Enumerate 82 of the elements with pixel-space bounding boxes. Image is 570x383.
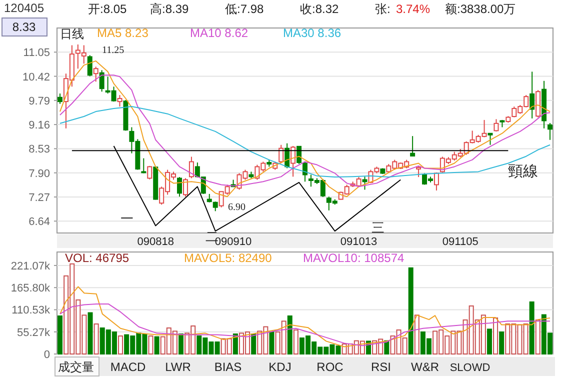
line-series <box>59 60 551 198</box>
y-tick-label: 7.90 <box>28 168 50 180</box>
bar <box>232 333 238 354</box>
annotation: 頸線 <box>508 163 538 180</box>
line-series <box>60 286 550 348</box>
candlestick <box>87 54 92 77</box>
x-tick-label: 091105 <box>442 236 478 248</box>
y-tick-label: 110.53k <box>12 304 50 317</box>
y-tick-label: 11.05 <box>23 47 50 60</box>
bar <box>58 315 63 354</box>
bar <box>269 331 274 354</box>
annotation: 日线 <box>60 27 84 41</box>
bar <box>178 333 184 354</box>
bar <box>486 328 492 354</box>
candlestick <box>416 165 422 178</box>
candlestick <box>177 176 182 198</box>
candlestick <box>188 156 194 179</box>
y-tick-label: 0 <box>44 349 50 361</box>
annotation: 三 <box>372 220 384 235</box>
text: 成交量 <box>58 360 94 374</box>
text: BIAS <box>214 360 242 374</box>
candlestick <box>302 161 308 182</box>
text: MAVOL5: 82490 <box>184 251 272 265</box>
text: SLOWD <box>450 362 490 374</box>
line-series <box>60 303 550 346</box>
candlestick <box>488 132 493 146</box>
candlestick <box>182 178 188 198</box>
bar <box>529 301 534 354</box>
text: KDJ <box>268 360 292 374</box>
annotation: 6.90 <box>228 202 246 213</box>
candlestick <box>212 201 218 212</box>
bar <box>408 267 414 354</box>
text: 3.74% <box>396 2 430 16</box>
candlestick <box>362 176 368 190</box>
text: 高:8.39 <box>150 2 190 16</box>
candlestick <box>278 144 284 164</box>
y-tick-label: 6.64 <box>28 216 50 228</box>
candlestick <box>141 158 146 174</box>
bar <box>287 315 292 354</box>
chart-title: 120405 <box>4 1 44 15</box>
candlestick <box>530 71 535 119</box>
annotation: 一 <box>120 211 134 226</box>
y-tick-label: 9.79 <box>28 95 50 108</box>
bar <box>154 336 160 354</box>
text: 低:7.98 <box>225 2 264 16</box>
annotation: 11.25 <box>102 45 124 56</box>
candlestick <box>548 122 553 140</box>
y-tick-label: 221.07k <box>10 260 50 272</box>
candlestick <box>99 70 104 92</box>
text: MACD <box>110 360 146 374</box>
candlestick <box>410 136 416 157</box>
series-label: MA5 8.23 <box>97 26 149 40</box>
text: 张: <box>375 2 390 16</box>
text: MA10 8.62 <box>190 26 248 40</box>
bar <box>251 333 256 354</box>
y-tick-label: 8.53 <box>28 144 50 156</box>
y-tick-label: 10.42 <box>22 71 50 84</box>
bar <box>88 312 93 354</box>
candlestick <box>93 66 98 82</box>
text: W&R <box>411 360 440 374</box>
text: 8.33 <box>12 20 36 34</box>
x-tick-label: 090818 <box>137 236 174 248</box>
candlestick <box>117 94 122 108</box>
line-series <box>59 106 551 178</box>
y-tick-label: 165.80k <box>10 282 50 295</box>
y-tick-label: 7.27 <box>28 192 50 204</box>
series-label: VOL: 46795 <box>65 251 130 265</box>
y-tick-label: 9.16 <box>28 120 50 132</box>
text: MA30 8.36 <box>283 26 342 40</box>
candlestick <box>147 165 152 180</box>
bar <box>499 331 504 354</box>
text: 开:8.05 <box>88 2 128 16</box>
text: MAVOL10: 108574 <box>303 251 405 265</box>
text: 收:8.32 <box>300 2 340 16</box>
text: 额:3838.00万 <box>445 2 516 16</box>
candlestick <box>494 118 499 132</box>
text: ROC <box>316 360 344 374</box>
text: RSI <box>370 360 392 374</box>
text: LWR <box>165 360 192 374</box>
candlestick <box>290 146 296 178</box>
x-tick-label: 091013 <box>340 236 378 248</box>
y-tick-label: 55.27k <box>16 326 50 339</box>
